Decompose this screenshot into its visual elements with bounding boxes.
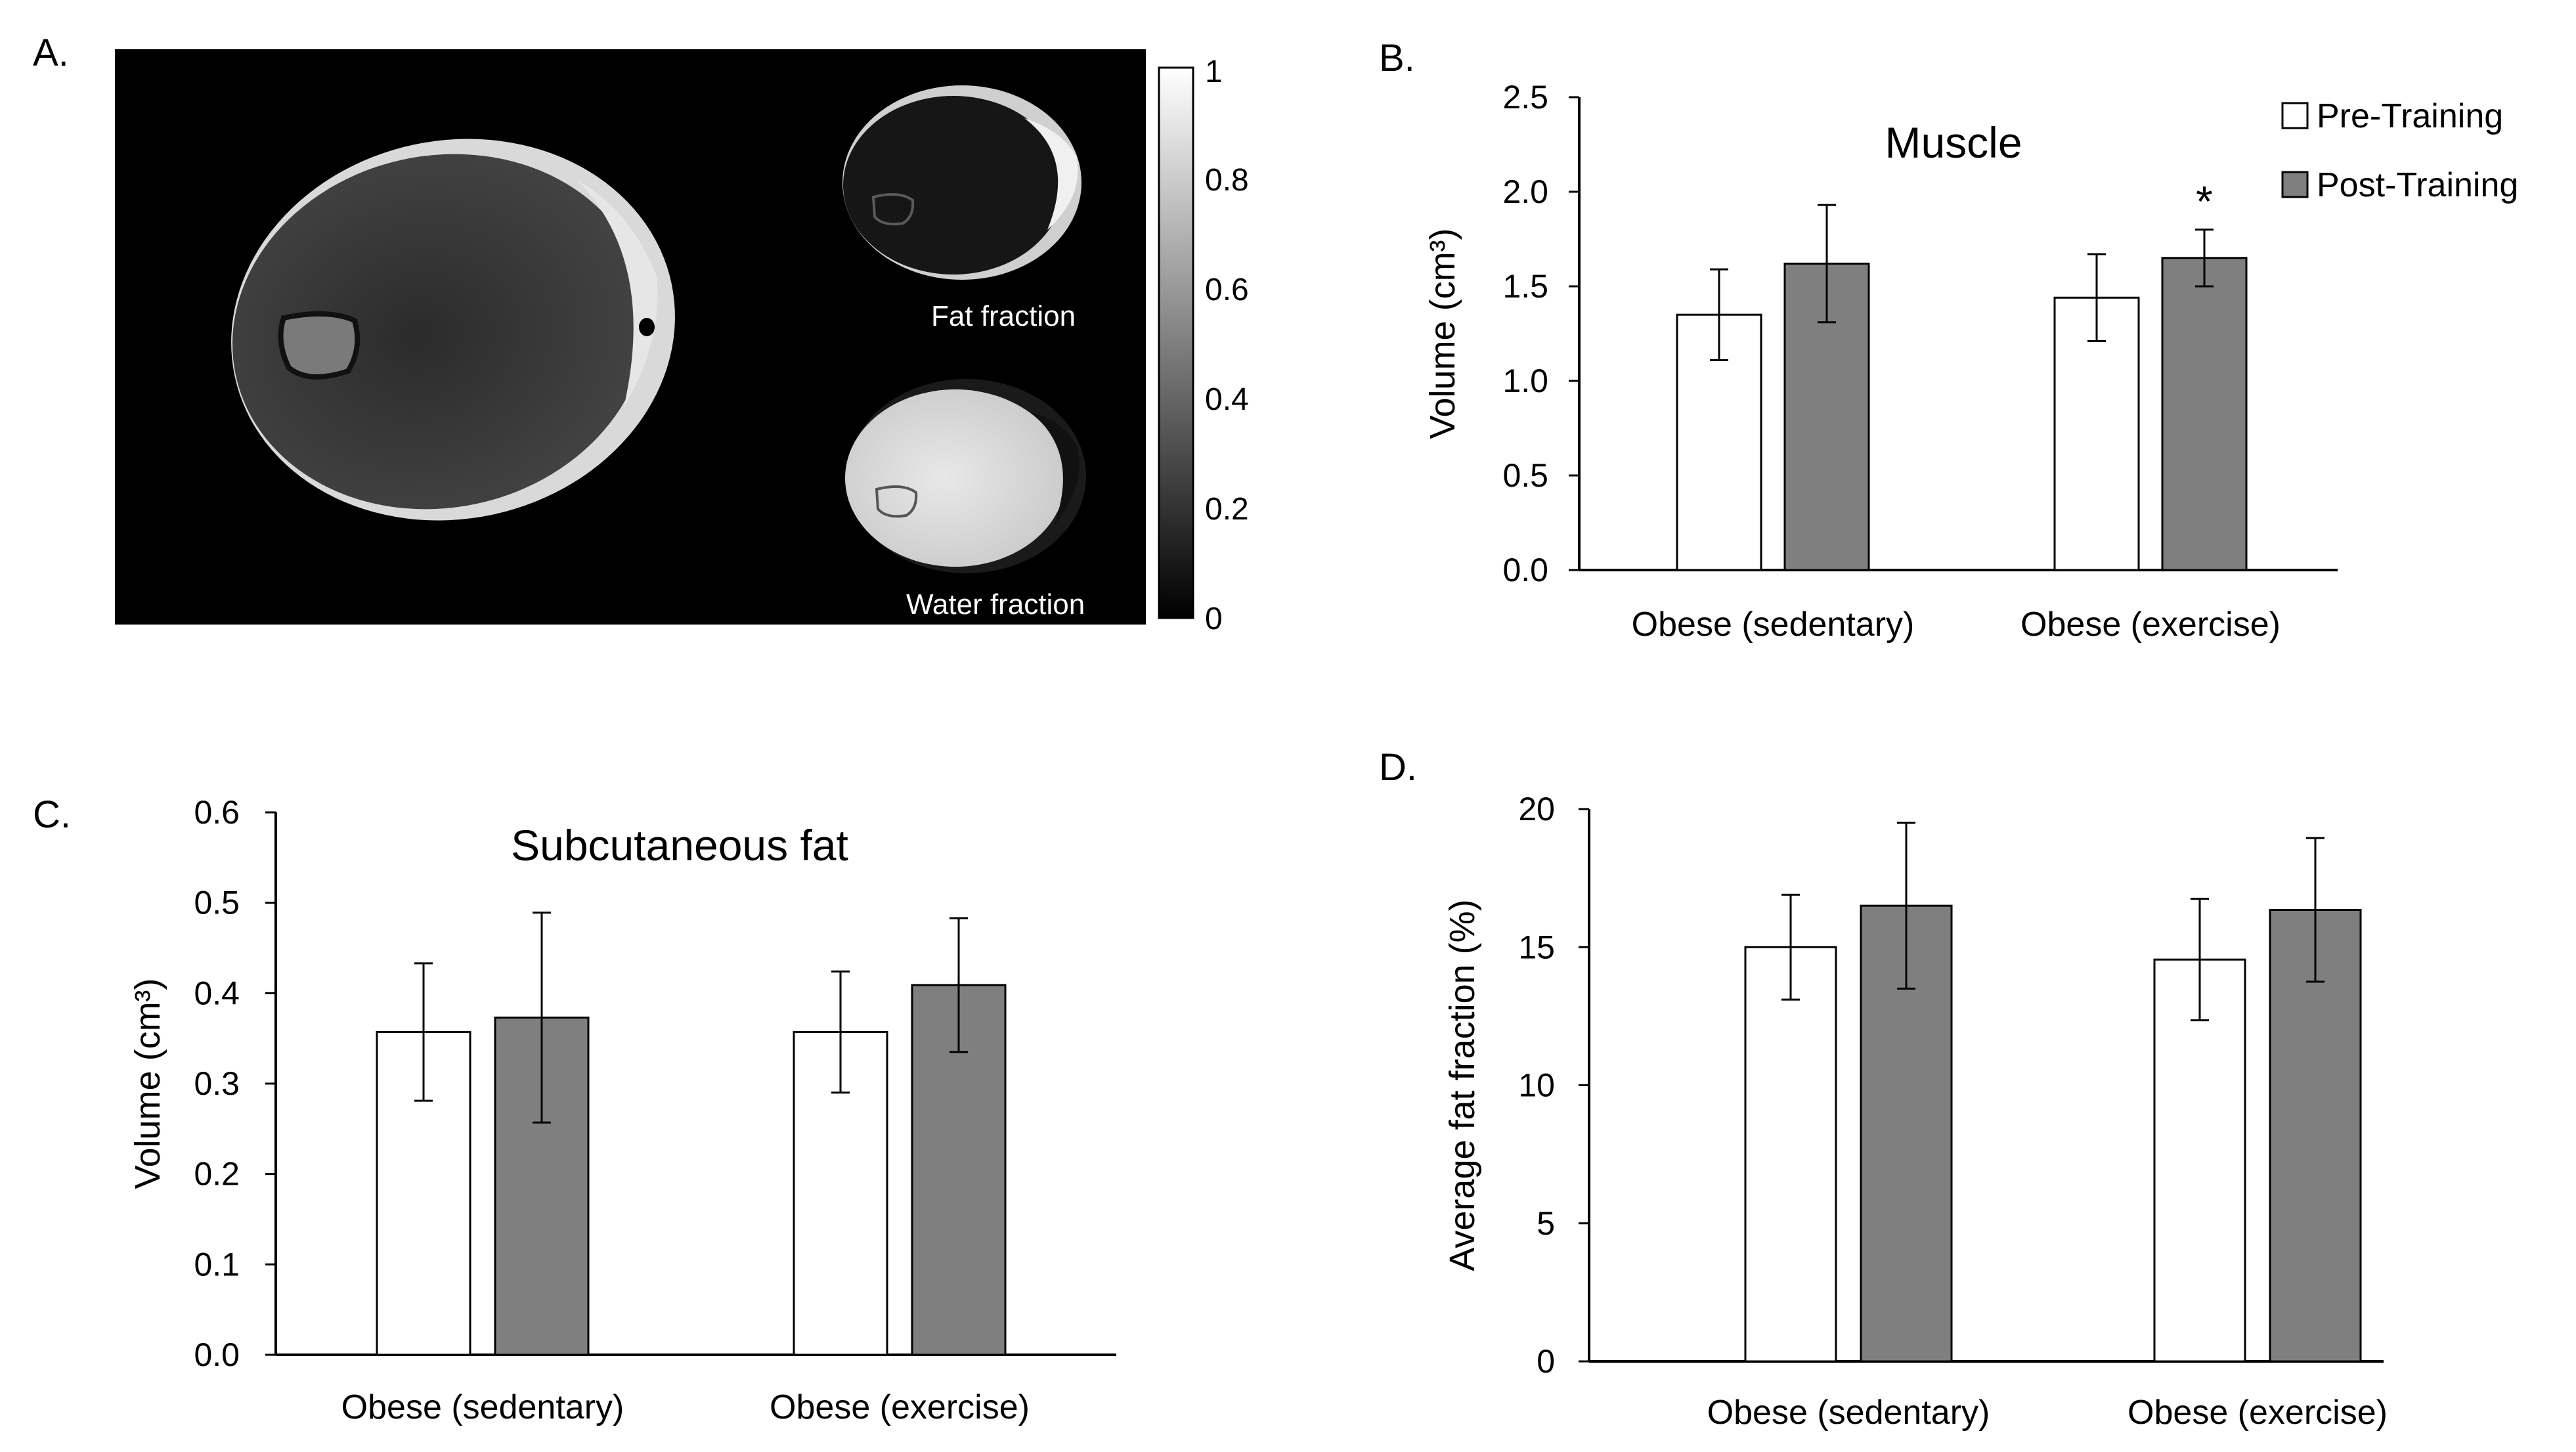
y-tick-label: 0.3 [194, 1065, 240, 1102]
category-label: Obese (sedentary) [341, 1388, 624, 1426]
y-tick-label: 5 [1537, 1205, 1555, 1242]
legend: Pre-Training Post-Training [2281, 97, 2518, 204]
legend-swatch-post [2281, 171, 2309, 198]
y-tick-label: 0.5 [1502, 457, 1548, 494]
chart-title: Muscle [1885, 118, 2022, 167]
colorbar-tick: 0.8 [1205, 163, 1249, 198]
bar-post-training [2269, 908, 2362, 1363]
chart-title: Subcutaneous fat [511, 821, 848, 869]
panel-label-d: D. [1379, 746, 1417, 789]
y-tick-label: 0.2 [194, 1156, 240, 1193]
y-tick-label: 20 [1518, 791, 1555, 827]
colorbar-tick: 0.2 [1205, 492, 1249, 527]
y-tick-label: 10 [1518, 1067, 1555, 1104]
y-tick-label: 15 [1518, 929, 1555, 965]
chart-subcutaneous-fat: 0.0 0.1 0.2 0.3 0.4 0.5 0.6 Volume (cm³) Subcuta… [128, 794, 1116, 1426]
y-tick-label: 0.0 [194, 1336, 240, 1373]
y-tick-label: 0 [1537, 1343, 1555, 1380]
colorbar-tick: 0.6 [1205, 273, 1249, 307]
chart-muscle: 0.0 0.5 1.0 1.5 2.0 2.5 Volume (cm³) Muscle Obes… [1423, 79, 2338, 644]
y-axis-label: Volume (cm³) [128, 978, 167, 1189]
legend-label-post: Post-Training [2317, 166, 2518, 204]
bar-pre-training [2053, 296, 2140, 571]
y-tick-label: 1.0 [1502, 363, 1548, 399]
bar-pre-training [2153, 958, 2246, 1363]
colorbar-tick: 0.4 [1205, 382, 1249, 417]
colorbar-tick: 0 [1205, 602, 1223, 636]
fat-fraction-label: Fat fraction [931, 300, 1076, 332]
y-tick-label: 2.5 [1502, 79, 1548, 116]
bar-post-training [2161, 257, 2248, 571]
category-label: Obese (exercise) [2020, 605, 2281, 644]
panel-label-a: A. [33, 32, 69, 74]
category-label: Obese (exercise) [770, 1388, 1030, 1426]
y-tick-label: 0.1 [194, 1246, 240, 1283]
mri-cross-section-image [231, 139, 675, 521]
significance-marker: * [2196, 177, 2213, 226]
y-axis-label: Average fat fraction (%) [1443, 899, 1482, 1271]
y-axis-label: Volume (cm³) [1423, 228, 1462, 439]
chart-fat-fraction: 0 5 10 15 20 Average fat fraction (%) Obese (s… [1443, 791, 2388, 1432]
colorbar [1158, 66, 1194, 619]
bar-pre-training [1744, 946, 1837, 1363]
y-tick-label: 0.6 [194, 794, 240, 831]
y-tick-label: 0.4 [194, 975, 240, 1011]
legend-label-pre: Pre-Training [2317, 97, 2503, 135]
fat-fraction-image [842, 85, 1081, 280]
colorbar-tick: 1 [1205, 55, 1223, 89]
mri-panel: Fat fraction Water fraction 1 0.8 0.6 0.… [115, 49, 1249, 636]
y-tick-label: 0.0 [1502, 552, 1548, 588]
panel-label-c: C. [33, 793, 71, 836]
y-tick-label: 0.5 [194, 885, 240, 921]
y-tick-label: 2.0 [1502, 173, 1548, 210]
category-label: Obese (exercise) [2128, 1394, 2388, 1432]
category-label: Obese (sedentary) [1707, 1394, 1990, 1432]
water-fraction-label: Water fraction [906, 588, 1085, 621]
colorbar-ticks: 1 0.8 0.6 0.4 0.2 0 [1205, 55, 1249, 636]
water-fraction-image [845, 379, 1086, 573]
legend-swatch-pre [2281, 102, 2309, 129]
y-tick-label: 1.5 [1502, 268, 1548, 305]
category-label: Obese (sedentary) [1632, 605, 1915, 644]
panel-label-b: B. [1379, 37, 1415, 79]
